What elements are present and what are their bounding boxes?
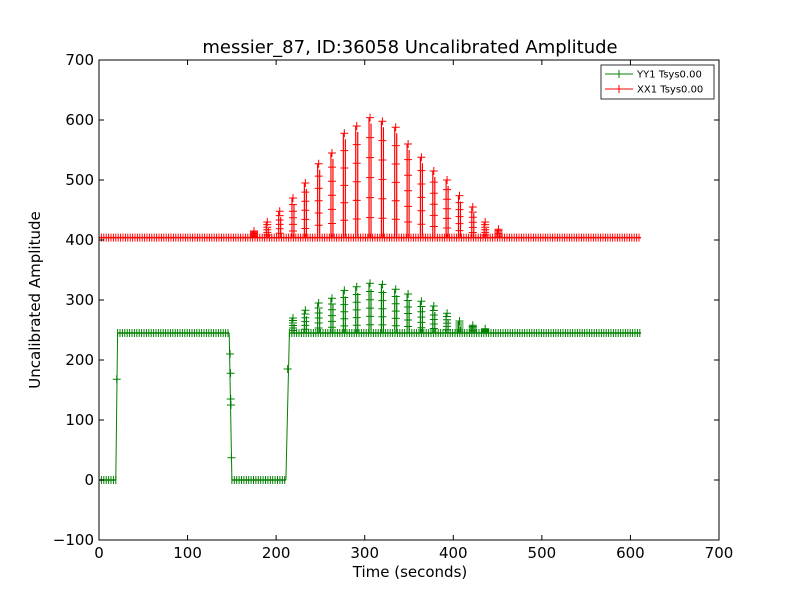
x-tick-label-2: 200 xyxy=(262,544,291,562)
transition-point-yy1-6 xyxy=(283,365,292,373)
peak-yy1-10 xyxy=(417,297,426,334)
y-tick-label-8: 700 xyxy=(65,51,94,69)
x-tick-label-7: 700 xyxy=(705,544,734,562)
peak-yy1-13 xyxy=(455,317,464,334)
peak-xx1-19 xyxy=(494,225,503,239)
axis-layer: 0 100 200 300 400 500 600 700−10001002003004005… xyxy=(53,51,734,562)
peak-yy1-1 xyxy=(301,306,310,334)
peak-xx1-5 xyxy=(314,159,323,239)
peak-xx1-2 xyxy=(275,207,284,239)
transition-point-yy1-0 xyxy=(112,375,121,384)
peak-xx1-4 xyxy=(301,179,310,239)
peak-xx1-7 xyxy=(340,129,349,239)
peak-yy1-3 xyxy=(327,294,336,334)
x-tick-label-5: 500 xyxy=(528,544,557,562)
peak-yy1-6 xyxy=(366,279,375,334)
peak-yy1-14 xyxy=(468,321,477,334)
peak-xx1-6 xyxy=(327,149,336,239)
y-tick-label-5: 400 xyxy=(65,231,94,249)
peak-yy1-4 xyxy=(340,286,349,334)
peak-xx1-17 xyxy=(468,203,477,239)
y-tick-label-0: −100 xyxy=(53,531,94,549)
peak-yy1-0 xyxy=(288,314,297,334)
legend-box xyxy=(600,64,715,100)
peak-xx1-10 xyxy=(378,117,387,239)
peak-yy1-7 xyxy=(378,280,387,334)
legend-label-yy1: YY1 Tsys0.00 xyxy=(636,70,702,81)
peak-xx1-14 xyxy=(429,167,438,239)
series-xx1 xyxy=(98,113,642,242)
peak-yy1-11 xyxy=(429,302,438,334)
transition-point-yy1-4 xyxy=(226,401,235,409)
peak-xx1-0 xyxy=(250,227,258,239)
transition-point-yy1-2 xyxy=(226,369,235,378)
baseline-markers-yy1-1 xyxy=(117,329,229,337)
y-tick-label-4: 300 xyxy=(65,291,94,309)
series-layer xyxy=(98,113,642,484)
peak-yy1-15 xyxy=(481,324,490,335)
series-yy1 xyxy=(98,279,642,484)
y-axis-label: Uncalibrated Amplitude xyxy=(26,211,44,388)
peak-xx1-11 xyxy=(391,123,400,239)
peak-xx1-12 xyxy=(404,140,413,239)
peak-xx1-9 xyxy=(366,113,375,239)
peak-xx1-1 xyxy=(263,218,272,239)
peak-yy1-5 xyxy=(352,282,361,334)
y-tick-label-2: 100 xyxy=(65,411,94,429)
peak-xx1-15 xyxy=(443,176,452,239)
peak-xx1-8 xyxy=(352,122,361,239)
chart-title: messier_87, ID:36058 Uncalibrated Amplit… xyxy=(202,37,617,58)
x-tick-label-3: 300 xyxy=(350,544,379,562)
peak-yy1-2 xyxy=(314,299,323,334)
legend-marker-xx1 xyxy=(615,85,623,93)
x-tick-label-6: 600 xyxy=(616,544,645,562)
peak-yy1-12 xyxy=(443,309,452,334)
peak-xx1-18 xyxy=(481,218,490,239)
peak-xx1-13 xyxy=(417,153,426,239)
y-tick-label-7: 600 xyxy=(65,111,94,129)
legend: YY1 Tsys0.00 XX1 Tsys0.00 xyxy=(600,64,715,100)
y-tick-label-3: 200 xyxy=(65,351,94,369)
transition-yy1-2 xyxy=(285,332,290,481)
transition-yy1-0 xyxy=(115,332,119,481)
y-tick-label-1: 0 xyxy=(84,471,94,489)
peak-xx1-16 xyxy=(455,191,464,239)
x-tick-label-0: 0 xyxy=(94,544,104,562)
legend-label-xx1: XX1 Tsys0.00 xyxy=(637,85,703,96)
y-tick-label-6: 500 xyxy=(65,171,94,189)
x-tick-label-4: 400 xyxy=(439,544,468,562)
peak-yy1-9 xyxy=(404,290,413,334)
x-axis-label: Time (seconds) xyxy=(352,563,468,581)
x-tick-label-1: 100 xyxy=(173,544,202,562)
peak-xx1-3 xyxy=(288,194,297,239)
transition-point-yy1-5 xyxy=(227,453,236,462)
peak-yy1-8 xyxy=(391,285,400,334)
legend-marker-yy1 xyxy=(615,70,623,78)
transition-point-yy1-1 xyxy=(226,350,235,358)
